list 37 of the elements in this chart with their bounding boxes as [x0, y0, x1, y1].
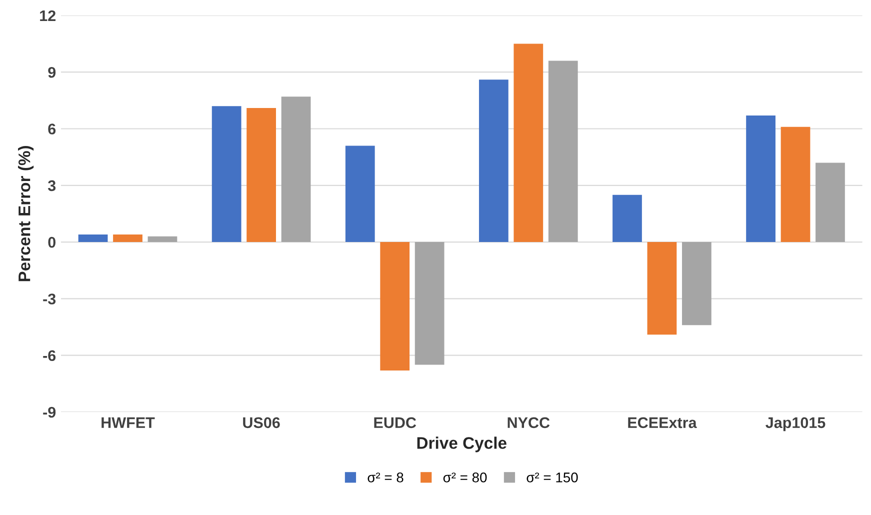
- bar: [816, 162, 845, 242]
- bar: [514, 44, 544, 242]
- legend-label: σ² = 8: [368, 472, 404, 482]
- bar: [148, 236, 178, 242]
- x-tick-label: ECEExtra: [628, 417, 697, 428]
- y-axis-title: Percent Error (%): [18, 146, 34, 282]
- x-tick-label: EUDC: [374, 417, 416, 428]
- x-tick-label: HWFET: [102, 417, 155, 428]
- bar: [682, 242, 712, 326]
- x-axis-title: Drive Cycle: [417, 436, 506, 452]
- x-tick-label: Jap1015: [766, 417, 826, 432]
- bar: [246, 108, 276, 242]
- bar: [414, 242, 444, 365]
- bar: [78, 234, 108, 242]
- x-tick-label: NYCC: [508, 417, 550, 428]
- bar: [380, 242, 410, 370]
- bar: [212, 106, 242, 242]
- bar: [281, 96, 311, 242]
- y-tick-label: 12: [40, 10, 56, 21]
- y-tick-label: 0: [48, 236, 56, 248]
- bar: [612, 194, 642, 242]
- bar: [746, 116, 776, 242]
- y-tick-label: 9: [48, 66, 56, 78]
- bar: [647, 242, 677, 335]
- bar: [345, 146, 375, 242]
- bar: [780, 126, 810, 242]
- legend-label: σ² = 150: [526, 472, 578, 482]
- y-tick-label: 6: [48, 124, 56, 134]
- y-tick-label: -9: [43, 406, 56, 418]
- x-tick-label: US06: [243, 417, 280, 428]
- bar: [113, 234, 142, 242]
- bar: [548, 60, 578, 242]
- y-tick-label: -3: [43, 294, 56, 304]
- bar: [478, 80, 508, 242]
- y-tick-label: 3: [48, 180, 56, 192]
- y-tick-label: -6: [43, 350, 56, 362]
- legend-label: σ² = 80: [443, 472, 487, 482]
